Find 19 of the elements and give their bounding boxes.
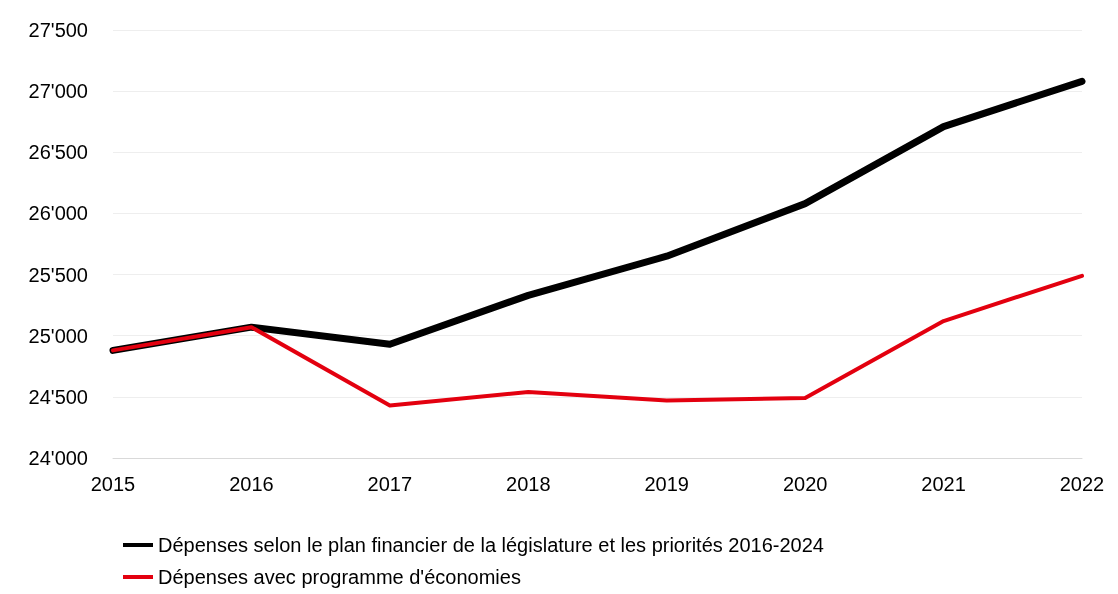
x-tick-label: 2015 bbox=[90, 473, 136, 495]
y-tick-label: 26'000 bbox=[28, 202, 88, 225]
legend-label: Dépenses selon le plan financier de la législature et les priorités 2016-2024 bbox=[158, 534, 824, 556]
y-tick-label: 24'000 bbox=[28, 447, 88, 469]
y-tick-label: 24'500 bbox=[28, 385, 88, 408]
x-tick-label: 2020 bbox=[782, 473, 828, 495]
line-series bbox=[111, 273, 1084, 408]
y-tick-label: 25'000 bbox=[28, 324, 88, 347]
x-tick-label: 2016 bbox=[229, 473, 274, 495]
x-tick-label: 2018 bbox=[506, 473, 551, 495]
x-tick-label: 2021 bbox=[921, 473, 966, 495]
x-tick-label: 2019 bbox=[644, 473, 689, 495]
y-tick-label: 25'500 bbox=[28, 263, 88, 286]
x-tick-label: 2022 bbox=[1059, 473, 1105, 495]
x-tick-label: 2017 bbox=[367, 473, 413, 495]
y-tick-label: 27'500 bbox=[28, 19, 88, 41]
y-tick-label: 27'000 bbox=[28, 80, 88, 103]
y-tick-label: 26'500 bbox=[28, 141, 88, 164]
legend-label: Dépenses avec programme d'économies bbox=[158, 566, 521, 588]
